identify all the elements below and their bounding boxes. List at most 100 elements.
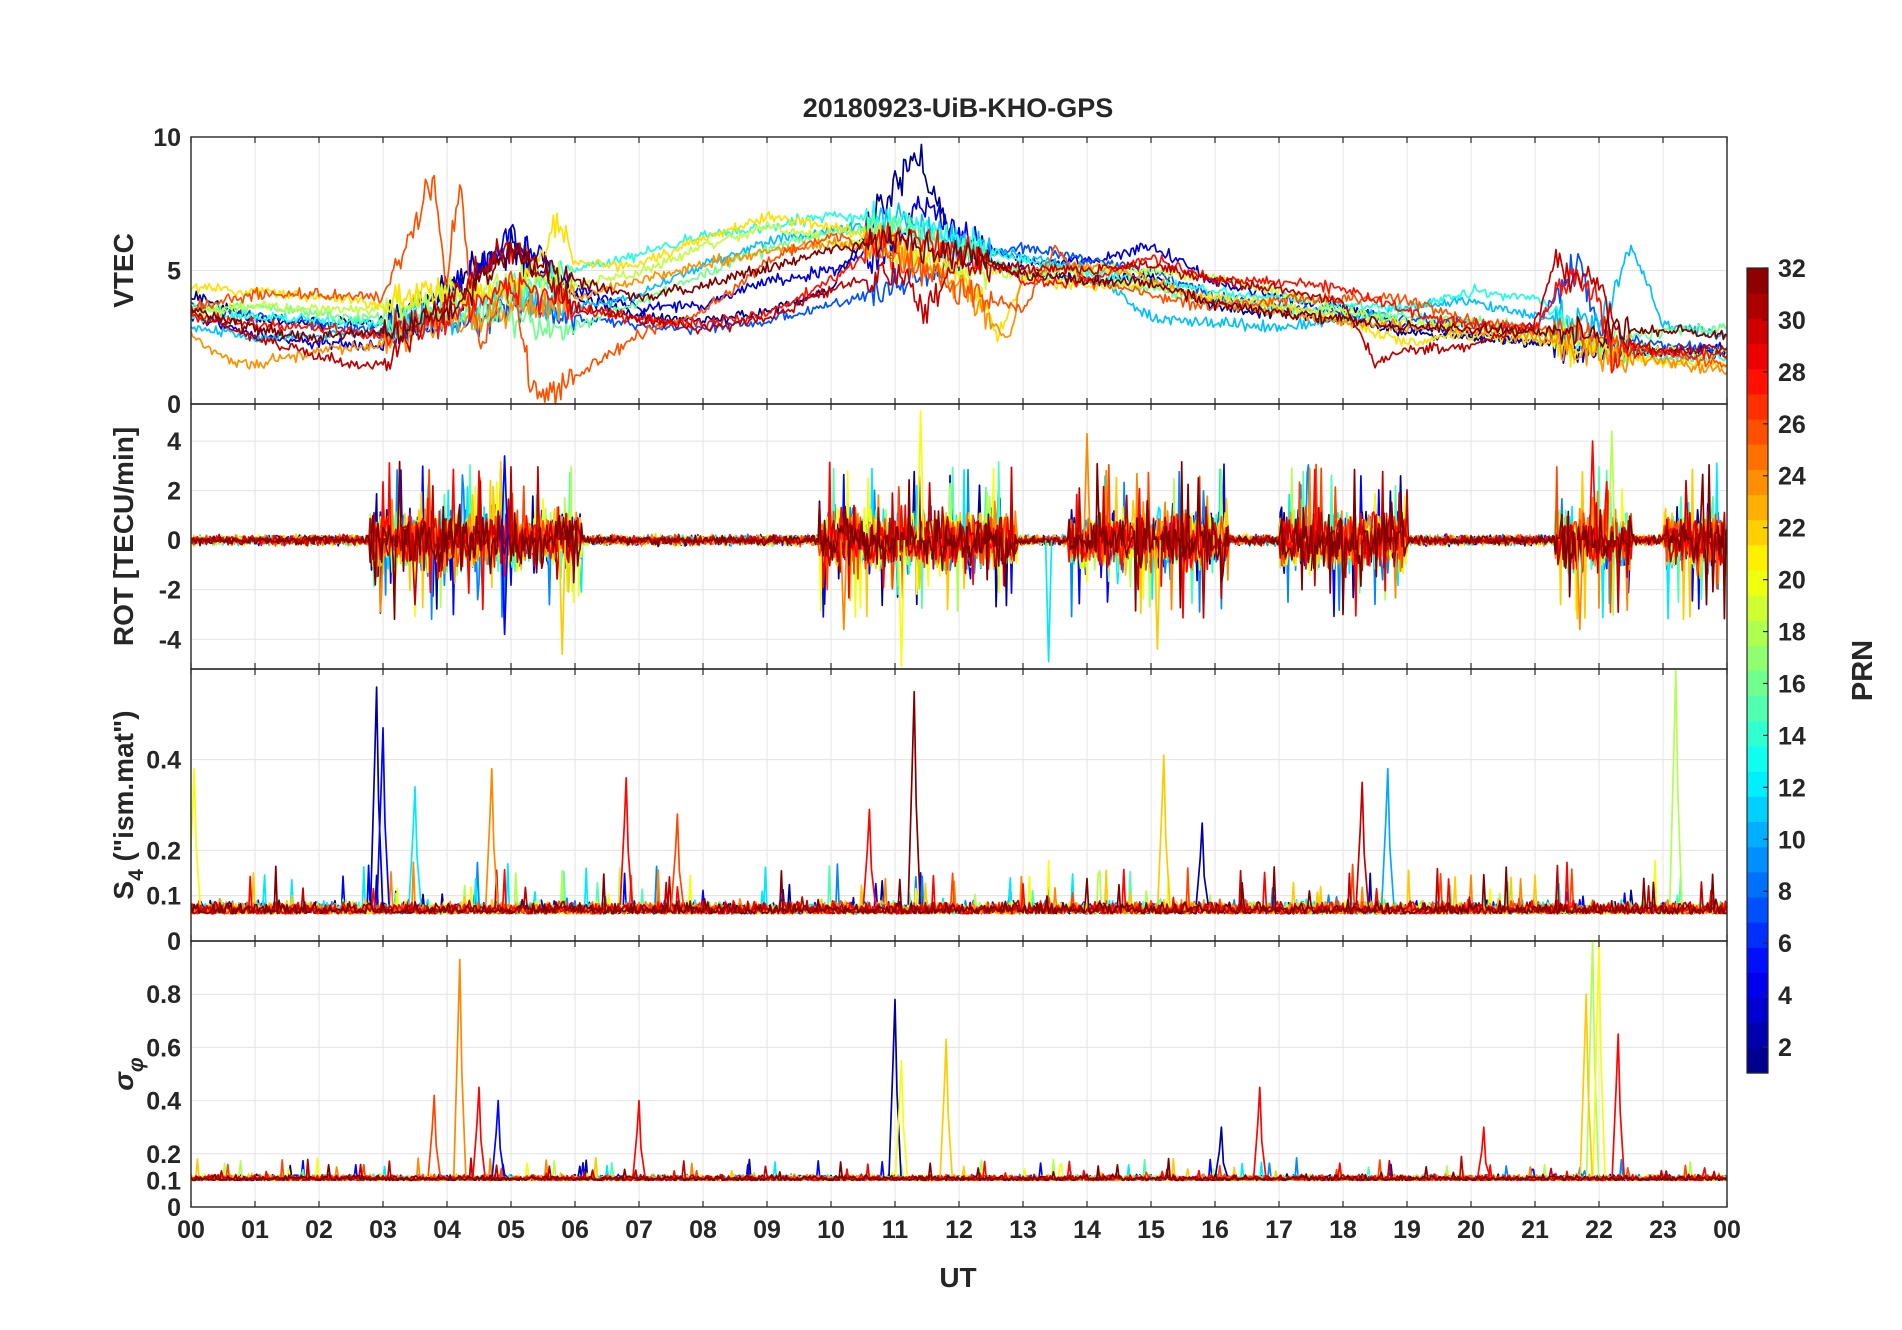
colorbar-swatch <box>1747 569 1768 596</box>
rot-peak <box>500 540 509 636</box>
sigma_phi-peak <box>894 1059 909 1177</box>
colorbar-swatch <box>1747 1022 1768 1049</box>
colorbar-tick-label: 22 <box>1778 515 1806 543</box>
vtec-series-prn-20 <box>191 220 1727 363</box>
x-tick-label: 14 <box>1073 1216 1101 1244</box>
sigma_phi-peak <box>491 1099 506 1177</box>
s4-peak <box>619 776 634 905</box>
x-tick-label: 00 <box>1713 1216 1741 1244</box>
x-tick-label: 01 <box>241 1216 269 1244</box>
s4-series-prn-32 <box>191 865 1727 915</box>
s4-y-tick-label: 0.2 <box>146 837 181 865</box>
sigma_phi-y-tick-label: 0.4 <box>146 1088 181 1116</box>
s4-peak <box>862 808 877 905</box>
sigma_phi-tick-marks <box>190 941 1728 1207</box>
x-tick-label: 22 <box>1585 1216 1613 1244</box>
vtec-series-prn-32 <box>191 226 1727 348</box>
colorbar-tick-label: 26 <box>1778 411 1806 439</box>
rot-y-axis-label: ROT [TECU/min] <box>108 427 139 646</box>
sigma_phi-peak <box>1214 1126 1229 1177</box>
s4-y-label-main: S <box>108 881 139 900</box>
s4-peak <box>191 767 202 905</box>
sigma_phi-y-tick-label: 0.6 <box>146 1034 181 1062</box>
x-tick-label: 08 <box>689 1216 717 1244</box>
colorbar-swatch <box>1747 871 1768 898</box>
vtec-y-tick-label: 5 <box>167 258 181 286</box>
x-tick-label: 09 <box>753 1216 781 1244</box>
sigma_phi-peak <box>1611 1033 1626 1177</box>
colorbar-swatch <box>1747 293 1768 319</box>
sigma_phi-y-tick-label: 0.1 <box>146 1167 181 1195</box>
colorbar-swatch <box>1747 720 1768 747</box>
colorbar-swatch <box>1747 343 1768 370</box>
sigma_phi-peak <box>427 1094 442 1177</box>
colorbar-swatch <box>1747 393 1768 420</box>
x-tick-label: 06 <box>561 1216 589 1244</box>
colorbar-swatch <box>1747 645 1768 672</box>
colorbar-swatch <box>1747 418 1768 445</box>
colorbar-swatch <box>1747 972 1768 999</box>
colorbar-swatch <box>1747 695 1768 722</box>
rot-peak <box>1588 440 1597 541</box>
x-tick-label: 11 <box>882 1216 909 1244</box>
s4-peak <box>376 727 390 905</box>
x-tick-label: 07 <box>625 1216 653 1244</box>
rot-series-prn-30 <box>191 465 1727 619</box>
colorbar-swatch <box>1747 1047 1768 1074</box>
s4-peak <box>670 813 685 905</box>
colorbar-swatch <box>1747 469 1768 496</box>
rot-peak <box>500 455 509 541</box>
s4-tick-marks <box>190 669 1728 941</box>
rot-y-tick-label: 2 <box>167 478 181 506</box>
s4-peak <box>907 690 922 905</box>
vtec-y-tick-label: 0 <box>167 391 181 419</box>
colorbar-tick-label: 14 <box>1778 722 1806 750</box>
vtec-series-group <box>191 143 1727 404</box>
colorbar-tick-label: 2 <box>1778 1034 1792 1062</box>
s4-y-tick-label: 0 <box>167 928 181 956</box>
rot-peak <box>411 540 419 606</box>
colorbar-tick-label: 18 <box>1778 619 1806 647</box>
x-tick-label: 18 <box>1329 1216 1357 1244</box>
rot-peak <box>1575 540 1584 631</box>
sigma_phi-series-prn-32 <box>191 1157 1727 1182</box>
rot-peak <box>897 540 906 668</box>
colorbar-tick-label: 24 <box>1778 463 1806 491</box>
s4-series-group <box>191 669 1727 915</box>
rot-series-group <box>191 410 1727 668</box>
colorbar-frame <box>1746 267 1769 1074</box>
s4-y-label-sub: 4 <box>125 869 148 881</box>
colorbar-label: PRN <box>1847 640 1879 701</box>
vtec-y-tick-label: 10 <box>153 124 181 152</box>
colorbar-swatch <box>1747 494 1768 521</box>
colorbar-tick-label: 4 <box>1778 982 1792 1010</box>
rot-peak <box>558 540 567 655</box>
s4-peak <box>1668 669 1683 905</box>
sigma_phi-y-tick-label: 0.8 <box>146 981 181 1009</box>
sigma_phi-peak <box>632 1099 646 1177</box>
colorbar-swatch <box>1747 796 1768 823</box>
sigma_phi-peak <box>472 1086 486 1177</box>
sigma_phi-y-label-main: σ <box>108 1071 139 1091</box>
s4-peak <box>1380 767 1395 905</box>
colorbar-swatch <box>1747 846 1768 873</box>
vtec-series-prn-22 <box>191 211 1727 369</box>
colorbar-tick-label: 12 <box>1778 774 1806 802</box>
colorbar-swatch <box>1747 745 1768 772</box>
s4-y-axis-label: S4 ("ism.mat") <box>108 710 148 899</box>
sigma_phi-y-label-sub: φ <box>125 1057 148 1072</box>
rot-peak <box>1153 540 1162 651</box>
sigma_phi-peak <box>1476 1126 1491 1177</box>
rot-peak <box>839 540 848 631</box>
s4-peak <box>408 786 422 905</box>
s4-y-tick-label: 0.1 <box>146 883 181 911</box>
x-axis-label: UT <box>939 1262 976 1293</box>
x-tick-label: 15 <box>1137 1216 1165 1244</box>
colorbar-tick-label: 10 <box>1778 826 1806 854</box>
colorbar-swatch <box>1747 670 1768 697</box>
vtec-tick-marks <box>190 137 1728 404</box>
s4-peak <box>484 767 499 905</box>
colorbar-swatch <box>1747 368 1768 395</box>
